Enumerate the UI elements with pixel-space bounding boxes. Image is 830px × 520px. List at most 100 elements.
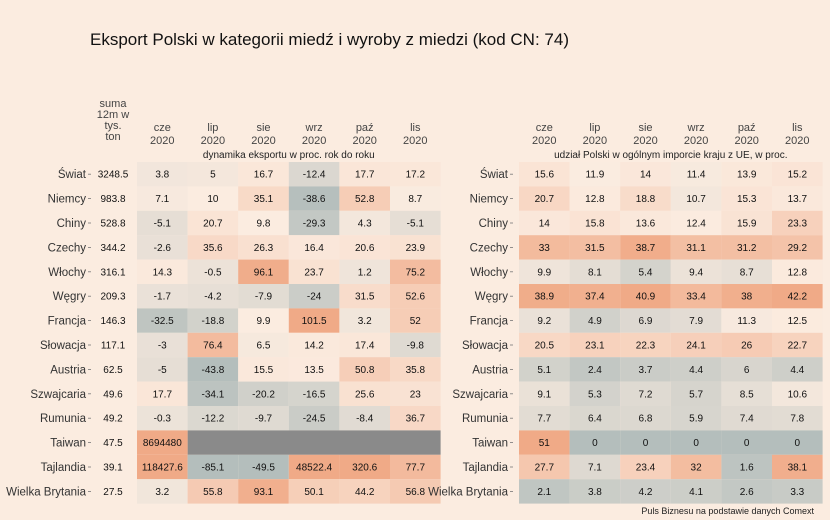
right-cell-value: 13.9 <box>737 170 757 181</box>
right-heatmap-cell <box>569 259 621 284</box>
right-cell-value: 7.1 <box>588 463 602 474</box>
right-cell-value: 11.4 <box>687 170 706 181</box>
right-heatmap-cell <box>620 332 671 358</box>
right-cell-value: 10.6 <box>788 389 808 400</box>
right-heatmap-cell <box>620 284 671 309</box>
right-cell-value: 6.8 <box>639 414 653 425</box>
left-col-header-year: 2020 <box>403 135 427 147</box>
right-heatmap-cell <box>670 284 722 309</box>
left-cell-value: 44.2 <box>355 487 375 498</box>
left-cell-value: 23.9 <box>406 243 426 254</box>
right-heatmap-cell <box>772 308 823 333</box>
left-heatmap-cell <box>390 406 441 431</box>
chart-title: Eksport Polski w kategorii miedź i wyrob… <box>90 30 569 49</box>
right-cell-value: 38.7 <box>636 243 656 254</box>
right-cell-value: 12.8 <box>585 194 605 205</box>
right-col-header-month: lip <box>589 122 600 134</box>
right-heatmap-cell <box>772 381 823 406</box>
right-col-header-month: cze <box>536 122 553 134</box>
left-heatmap-cell <box>288 406 340 431</box>
right-cell-value: 38.1 <box>788 463 808 474</box>
right-cell-value: 5.9 <box>689 414 703 425</box>
right-cell-value: 32 <box>691 463 703 474</box>
left-cell-value: 3.2 <box>358 316 372 327</box>
right-heatmap-cell <box>569 162 621 187</box>
right-heatmap-cell <box>772 235 823 260</box>
left-heatmap-cell <box>339 308 390 333</box>
left-heatmap-cell <box>238 210 289 236</box>
left-cell-value: 14.3 <box>153 267 173 278</box>
right-heatmap-cell <box>721 357 772 382</box>
right-cell-value: 5.1 <box>537 365 551 376</box>
right-heatmap-cell <box>519 406 570 431</box>
left-cell-value: 31.5 <box>355 292 375 303</box>
left-cell-value: 15.5 <box>254 365 274 376</box>
right-heatmap-cell <box>519 162 570 187</box>
left-heatmap-cell <box>390 162 441 187</box>
right-heatmap-cell <box>721 479 772 504</box>
right-row-label: Świat <box>480 168 509 181</box>
left-heatmap-cell <box>390 479 441 504</box>
right-cell-value: 7.9 <box>689 316 703 327</box>
source-credit: Puls Biznesu na podstawie danych Comext <box>641 506 814 516</box>
sum-value: 146.3 <box>100 316 125 327</box>
left-heatmap-cell <box>390 308 441 333</box>
right-cell-value: 14 <box>539 219 551 230</box>
right-cell-value: 33 <box>539 243 551 254</box>
left-col-header-year: 2020 <box>302 135 326 147</box>
right-cell-value: 11.3 <box>737 316 756 327</box>
left-heatmap-cell <box>187 406 239 431</box>
sum-header-line: suma <box>100 98 128 110</box>
left-heatmap-cell <box>137 284 188 309</box>
right-heatmap-cell <box>620 235 671 260</box>
left-row-label: Tajlandia <box>41 462 87 474</box>
right-cell-value: 23.3 <box>788 219 808 230</box>
left-row-label: Włochy <box>48 267 86 279</box>
left-cell-value: 20.7 <box>203 219 223 230</box>
left-cell-value: 118427.6 <box>142 463 183 474</box>
right-heatmap-cell <box>519 381 570 406</box>
left-cell-value: 75.2 <box>406 267 426 278</box>
left-row-label: Czechy <box>48 242 87 254</box>
left-cell-value: 52 <box>410 316 422 327</box>
right-heatmap-cell <box>569 332 621 358</box>
right-heatmap-cell <box>519 454 570 480</box>
left-heatmap-cell <box>390 332 441 358</box>
right-heatmap-cell <box>569 430 621 455</box>
right-heatmap-cell <box>519 284 570 309</box>
left-heatmap-cell <box>339 186 390 211</box>
left-heatmap-cell <box>137 332 188 358</box>
right-col-header-year: 2020 <box>785 135 809 147</box>
right-cell-value: 37.4 <box>585 292 605 303</box>
right-col-header-year: 2020 <box>734 135 758 147</box>
left-cell-value: 93.1 <box>254 487 274 498</box>
left-heatmap-cell <box>137 406 188 431</box>
right-cell-value: 42.2 <box>788 292 808 303</box>
right-heatmap-cell <box>721 454 772 480</box>
right-cell-value: 15.9 <box>737 219 757 230</box>
left-panel-subtitle: dynamika eksportu w proc. rok do roku <box>203 150 375 161</box>
left-row-label: Austria <box>50 364 86 376</box>
left-cell-value: -49.5 <box>252 463 275 474</box>
left-cell-value: -0.3 <box>154 414 172 425</box>
right-cell-value: 13.7 <box>788 194 808 205</box>
left-cell-value: -12.4 <box>303 170 326 181</box>
right-heatmap-cell <box>620 479 671 504</box>
left-cell-value: -16.5 <box>303 389 326 400</box>
left-cell-value: 48522.4 <box>296 463 333 474</box>
left-row-label: Węgry <box>53 291 86 303</box>
left-cell-value: -24.5 <box>303 414 326 425</box>
sum-value: 983.8 <box>100 194 125 205</box>
sum-header-line: ton <box>105 131 120 143</box>
right-col-header-year: 2020 <box>633 135 657 147</box>
left-heatmap-cell <box>339 235 390 260</box>
left-heatmap-cell <box>288 186 340 211</box>
right-cell-value: 3.8 <box>588 487 602 498</box>
left-heatmap-cell <box>187 479 239 504</box>
right-heatmap-cell <box>721 235 772 260</box>
right-heatmap-cell <box>519 186 570 211</box>
right-col-header-year: 2020 <box>684 135 708 147</box>
left-heatmap-cell <box>137 308 188 333</box>
left-col-header-month: sie <box>256 122 270 134</box>
right-cell-value: 8.5 <box>740 389 754 400</box>
